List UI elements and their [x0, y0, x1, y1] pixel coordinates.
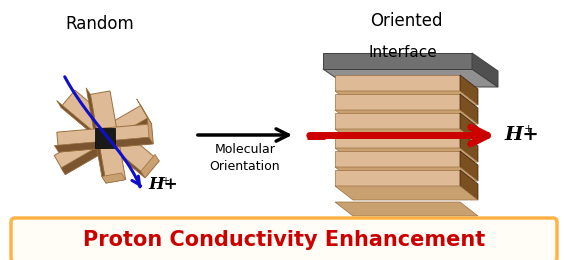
Polygon shape	[335, 202, 478, 216]
Polygon shape	[460, 170, 478, 200]
Polygon shape	[57, 124, 153, 152]
Polygon shape	[323, 69, 498, 87]
Polygon shape	[335, 151, 460, 167]
Polygon shape	[460, 94, 478, 124]
Text: Random: Random	[66, 15, 135, 33]
Polygon shape	[335, 110, 478, 124]
Polygon shape	[335, 94, 460, 110]
Polygon shape	[335, 167, 478, 181]
Polygon shape	[55, 137, 153, 152]
Polygon shape	[460, 132, 478, 162]
Text: +: +	[161, 176, 169, 186]
Polygon shape	[460, 151, 478, 181]
Polygon shape	[335, 91, 478, 105]
Polygon shape	[147, 117, 153, 144]
Polygon shape	[90, 91, 126, 183]
Text: Molecular
Orientation: Molecular Orientation	[210, 143, 281, 173]
Polygon shape	[335, 129, 478, 143]
Polygon shape	[335, 75, 460, 91]
Polygon shape	[335, 132, 460, 148]
Polygon shape	[472, 53, 498, 87]
Polygon shape	[136, 99, 152, 125]
Polygon shape	[335, 170, 460, 186]
Text: +: +	[524, 125, 533, 134]
Text: H+: H+	[148, 176, 178, 193]
Polygon shape	[95, 128, 115, 148]
Polygon shape	[335, 186, 478, 200]
Polygon shape	[460, 75, 478, 105]
Text: Proton Conductivity Enhancement: Proton Conductivity Enhancement	[83, 230, 485, 250]
Text: Oriented: Oriented	[370, 12, 442, 30]
Polygon shape	[323, 53, 472, 69]
Polygon shape	[335, 148, 478, 162]
Polygon shape	[54, 106, 152, 174]
Polygon shape	[61, 118, 152, 174]
Polygon shape	[102, 173, 126, 183]
Polygon shape	[57, 100, 145, 178]
Text: Interface: Interface	[368, 45, 437, 60]
Polygon shape	[460, 113, 478, 143]
Polygon shape	[61, 90, 159, 178]
Polygon shape	[86, 88, 106, 183]
Polygon shape	[141, 154, 159, 178]
Polygon shape	[335, 113, 460, 129]
Text: H+: H+	[504, 127, 539, 145]
FancyBboxPatch shape	[11, 218, 557, 260]
